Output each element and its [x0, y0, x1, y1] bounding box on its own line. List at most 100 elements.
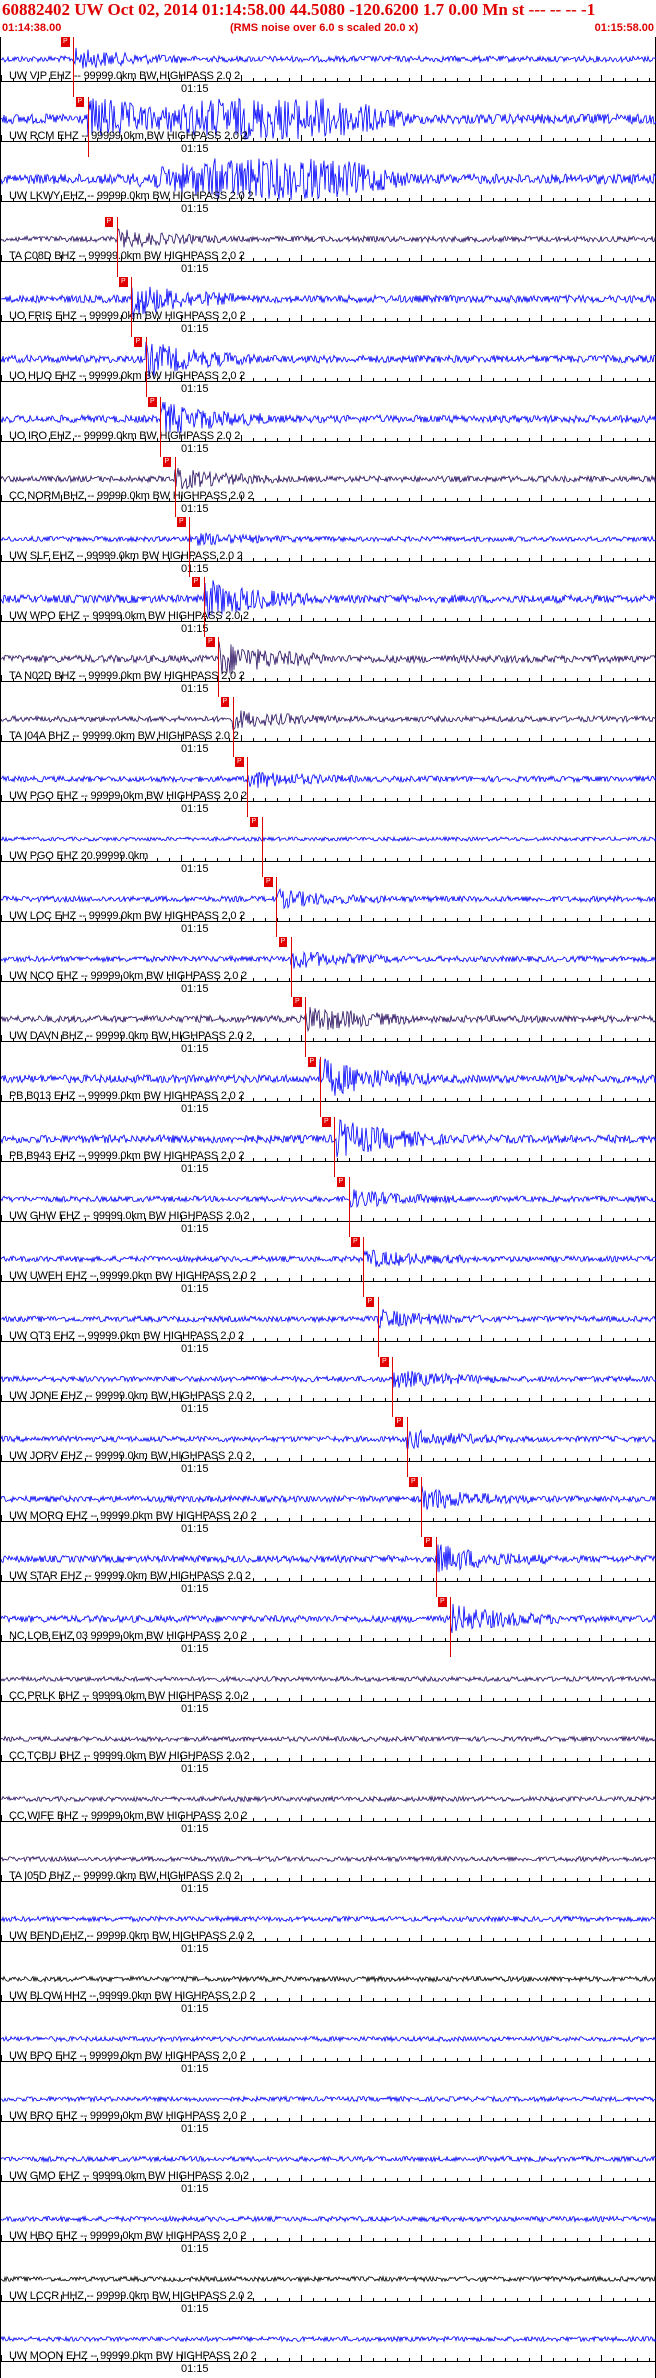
- axis-tick: [181, 195, 182, 202]
- pick-marker[interactable]: P: [293, 997, 302, 1007]
- axis-tick: [445, 318, 446, 322]
- pick-marker[interactable]: P: [409, 1477, 418, 1487]
- axis-tick: [601, 1995, 602, 2002]
- axis-tick: [541, 735, 542, 742]
- axis-tick: [301, 1635, 302, 1642]
- pick-marker[interactable]: P: [235, 757, 244, 767]
- axis-tick: [565, 1158, 566, 1162]
- axis-tick: [385, 1158, 386, 1162]
- axis-tick: [385, 1638, 386, 1642]
- axis-tick: [613, 858, 614, 862]
- pick-marker[interactable]: P: [206, 637, 215, 647]
- pick-marker[interactable]: P: [351, 1237, 360, 1247]
- axis-tick: [373, 1398, 374, 1402]
- axis-tick: [349, 498, 350, 502]
- pick-marker[interactable]: P: [191, 577, 201, 587]
- pick-marker[interactable]: P: [423, 1537, 433, 1547]
- pick-marker[interactable]: P: [177, 517, 186, 527]
- axis-tick: [13, 78, 14, 82]
- axis-tick: [301, 555, 302, 562]
- axis-tick: [553, 2118, 554, 2122]
- axis-tick: [289, 1278, 290, 1282]
- axis-tick: [145, 1578, 146, 1582]
- axis-tick: [193, 1218, 194, 1222]
- axis-tick: [289, 858, 290, 862]
- axis-tick: [397, 498, 398, 502]
- axis-tick: [25, 918, 26, 922]
- pick-marker[interactable]: P: [307, 1057, 317, 1067]
- axis-tick: [649, 2118, 650, 2122]
- trace-row: 01:15 UW LOC EHZ -- 99999.0km BW HIGHPASS…: [1, 877, 656, 937]
- axis-tick: [481, 1275, 482, 1282]
- pick-marker[interactable]: P: [394, 1417, 404, 1427]
- pick-marker[interactable]: P: [162, 457, 172, 467]
- axis-tick: [181, 2235, 182, 2242]
- axis-tick: [49, 258, 50, 262]
- pick-marker[interactable]: P: [322, 1117, 331, 1127]
- pick-marker[interactable]: P: [220, 697, 230, 707]
- axis-tick: [589, 2118, 590, 2122]
- pick-marker[interactable]: P: [278, 937, 288, 947]
- pick-marker[interactable]: P: [75, 97, 85, 107]
- axis-tick: [469, 1638, 470, 1642]
- axis-tick: [145, 2298, 146, 2302]
- axis-tick: [169, 858, 170, 862]
- station-label: UW UWEH EHZ -- 99999.0km BW HIGHPASS 2.0…: [9, 1270, 256, 1282]
- axis-tick: [193, 2178, 194, 2182]
- pick-marker[interactable]: P: [438, 1597, 447, 1607]
- trace-row: 01:15 TA I04A BHZ -- 99999.0km BW HIGHPAS…: [1, 697, 656, 757]
- axis-tick: [481, 1455, 482, 1462]
- axis-tick: [421, 1335, 422, 1342]
- pick-marker[interactable]: P: [380, 1357, 389, 1367]
- axis-tick: [133, 798, 134, 802]
- axis-tick: [265, 1818, 266, 1822]
- axis-tick: [49, 558, 50, 562]
- axis-tick: [553, 1278, 554, 1282]
- axis-tick: [253, 1038, 254, 1042]
- axis-tick: [181, 255, 182, 262]
- axis-tick: [1, 1935, 2, 1942]
- trace-row: 01:15 UW RCM EHZ -- 99999.0km BW HIGHPASS…: [1, 97, 656, 157]
- axis-tick: [457, 2358, 458, 2362]
- axis-tick: [169, 1518, 170, 1522]
- axis-tick: [361, 1095, 362, 1102]
- axis-tick: [637, 1278, 638, 1282]
- axis-tick: [493, 1878, 494, 1882]
- pick-marker[interactable]: P: [249, 817, 259, 827]
- axis-tick: [421, 1815, 422, 1822]
- axis-tick: [613, 1278, 614, 1282]
- axis-tick: [241, 1635, 242, 1642]
- axis-tick: [409, 1278, 410, 1282]
- axis-tick: [433, 378, 434, 382]
- pick-marker[interactable]: P: [119, 277, 128, 287]
- pick-marker[interactable]: P: [365, 1297, 375, 1307]
- axis-tick: [13, 558, 14, 562]
- axis-tick: [181, 375, 182, 382]
- axis-tick: [133, 858, 134, 862]
- axis-tick: [277, 2298, 278, 2302]
- axis-tick: [469, 1398, 470, 1402]
- pick-marker[interactable]: P: [104, 217, 114, 227]
- axis-tick: [1, 2175, 2, 2182]
- pick-marker[interactable]: P: [336, 1177, 346, 1187]
- axis-tick: [109, 2058, 110, 2062]
- axis-tick: [301, 1275, 302, 1282]
- pick-marker[interactable]: P: [264, 877, 273, 887]
- axis-tick: [73, 1818, 74, 1822]
- pick-marker[interactable]: P: [61, 37, 70, 47]
- station-label: UW SLF EHZ -- 99999.0km BW HIGHPASS 2.0 …: [9, 550, 243, 562]
- axis-tick: [481, 1875, 482, 1882]
- pick-marker[interactable]: P: [133, 337, 143, 347]
- axis-tick: [349, 1098, 350, 1102]
- time-axis: [1, 201, 656, 202]
- axis-tick: [541, 75, 542, 82]
- axis-tick: [409, 1158, 410, 1162]
- axis-tick: [217, 2298, 218, 2302]
- trace-row: 01:15 UW OT3 EHZ -- 99999.0km BW HIGHPASS…: [1, 1297, 656, 1357]
- time-axis: [1, 1221, 656, 1222]
- axis-tick: [265, 1578, 266, 1582]
- axis-tick: [13, 1698, 14, 1702]
- pick-marker[interactable]: P: [148, 397, 157, 407]
- axis-tick: [61, 1635, 62, 1642]
- axis-tick: [109, 1938, 110, 1942]
